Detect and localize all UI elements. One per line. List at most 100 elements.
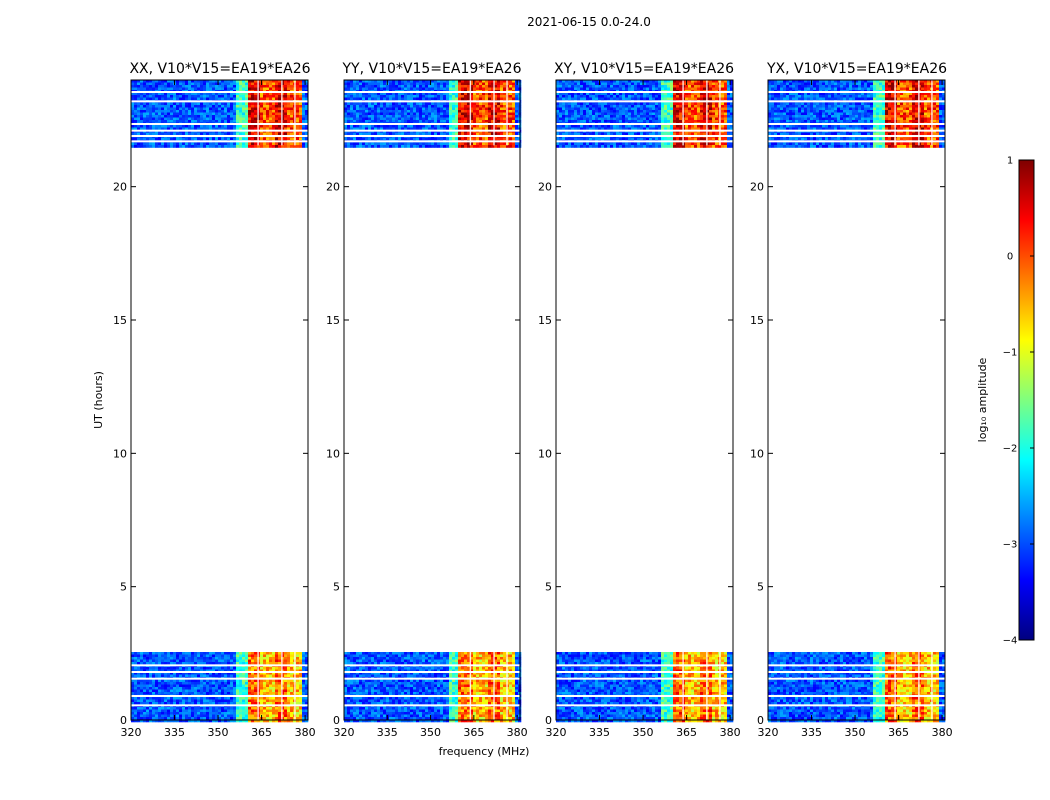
flag-line: [344, 695, 520, 697]
y-axis-label: UT (hours): [92, 371, 105, 429]
flag-line: [768, 664, 945, 667]
flag-line: [556, 135, 733, 137]
plot-area: 320 335 350 365 380 0 5 10 15 20: [326, 79, 528, 739]
flag-line: [131, 129, 308, 132]
flag-line: [131, 140, 308, 143]
flag-channel: [281, 652, 283, 720]
colorbar-tick-label: −1: [1003, 348, 1018, 359]
y-tick-label: 5: [120, 581, 127, 594]
flag-channel: [281, 80, 283, 146]
flag-channel: [257, 652, 259, 720]
flag-line: [556, 123, 733, 125]
flag-line: [344, 123, 520, 125]
plot-frame: [343, 79, 521, 721]
x-axis-label: frequency (MHz): [439, 745, 530, 758]
flag-channel: [469, 652, 472, 720]
flag-channel: [719, 80, 721, 146]
y-tick-label: 0: [545, 714, 552, 727]
flag-line: [556, 129, 733, 132]
flag-channel: [918, 80, 920, 146]
flag-channel: [493, 80, 495, 146]
plot-area: 320 335 350 365 380 0 5 10 15 20: [538, 79, 741, 739]
plot-frame: [130, 79, 309, 721]
y-tick-label: 5: [333, 581, 340, 594]
flag-channel: [682, 80, 684, 146]
panel-title: XX, V10*V15=EA19*EA26: [129, 61, 310, 77]
flag-line: [768, 123, 945, 125]
colorbar: log₁₀ amplitude 1 0 −1 −2 −3 −4: [976, 156, 1035, 647]
x-tick-label: 365: [676, 726, 697, 739]
x-tick-label: 320: [546, 726, 567, 739]
colorbar-label: log₁₀ amplitude: [976, 357, 989, 442]
x-tick-label: 380: [507, 726, 528, 739]
flag-channel: [894, 80, 896, 146]
flag-line: [131, 704, 308, 707]
flag-line: [131, 135, 308, 137]
x-tick-label: 350: [845, 726, 866, 739]
flag-line: [768, 140, 945, 143]
flag-line: [768, 91, 945, 93]
y-tick-label: 15: [538, 314, 552, 327]
flag-channel: [931, 652, 933, 720]
plot-frame: [555, 79, 734, 721]
colorbar-tick-label: −4: [1003, 636, 1018, 647]
x-tick-label: 350: [208, 726, 229, 739]
flag-line: [768, 135, 945, 137]
x-tick-label: 380: [720, 726, 741, 739]
flag-line: [344, 677, 520, 680]
colorbar-tick-label: 0: [1007, 252, 1013, 263]
flag-channel: [257, 80, 259, 146]
x-tick-label: 335: [377, 726, 398, 739]
flag-line: [344, 664, 520, 667]
flag-channel: [506, 80, 508, 146]
flag-line: [556, 100, 733, 103]
y-tick-label: 20: [538, 181, 552, 194]
x-tick-label: 335: [589, 726, 610, 739]
x-tick-label: 335: [164, 726, 185, 739]
panel-yy: YY, V10*V15=EA19*EA26 320 335 350 365 380 0 5 1…: [326, 61, 528, 739]
flag-line: [131, 677, 308, 680]
y-tick-label: 15: [113, 314, 127, 327]
flag-line: [131, 91, 308, 93]
y-tick-label: 10: [326, 447, 340, 460]
flag-line: [131, 123, 308, 125]
panel-yx: YX, V10*V15=EA19*EA26 320 335 350 365 380 0 5 1…: [750, 61, 953, 739]
colorbar-tick-label: −2: [1003, 444, 1018, 455]
x-tick-label: 365: [463, 726, 484, 739]
x-tick-label: 380: [932, 726, 953, 739]
flag-line: [556, 677, 733, 680]
colorbar-bar: [1018, 159, 1035, 641]
y-tick-label: 10: [538, 447, 552, 460]
flag-line: [344, 704, 520, 707]
plot-area: 320 335 350 365 380 0 5 10 15 20: [750, 79, 953, 739]
flag-channel: [719, 652, 721, 720]
flag-line: [344, 671, 520, 673]
flag-line: [344, 129, 520, 132]
plot-area: 320 335 350 365 380 0 5 10 15 20: [113, 79, 316, 739]
x-tick-label: 350: [420, 726, 441, 739]
plot-frame: [767, 79, 946, 721]
flag-channel: [682, 652, 684, 720]
plot-background: [768, 80, 945, 720]
x-tick-label: 350: [633, 726, 654, 739]
flag-channel: [294, 80, 296, 146]
flag-line: [556, 140, 733, 143]
flag-line: [768, 100, 945, 103]
flag-line: [131, 664, 308, 667]
panel-xy: XY, V10*V15=EA19*EA26 320 335 350 365 380 0 5 1…: [538, 61, 741, 739]
flag-channel: [706, 80, 708, 146]
flag-line: [556, 704, 733, 707]
x-tick-label: 335: [801, 726, 822, 739]
flag-line: [344, 100, 520, 103]
flag-line: [344, 91, 520, 93]
x-tick-label: 320: [121, 726, 142, 739]
flag-line: [556, 91, 733, 93]
colorbar-tick-label: −3: [1003, 540, 1018, 551]
panel-title: YX, V10*V15=EA19*EA26: [766, 61, 947, 77]
y-tick-label: 10: [750, 447, 764, 460]
flag-line: [556, 695, 733, 697]
colorbar-tick-label: 1: [1007, 156, 1013, 167]
plot-background: [344, 80, 520, 720]
plot-background: [131, 80, 308, 720]
